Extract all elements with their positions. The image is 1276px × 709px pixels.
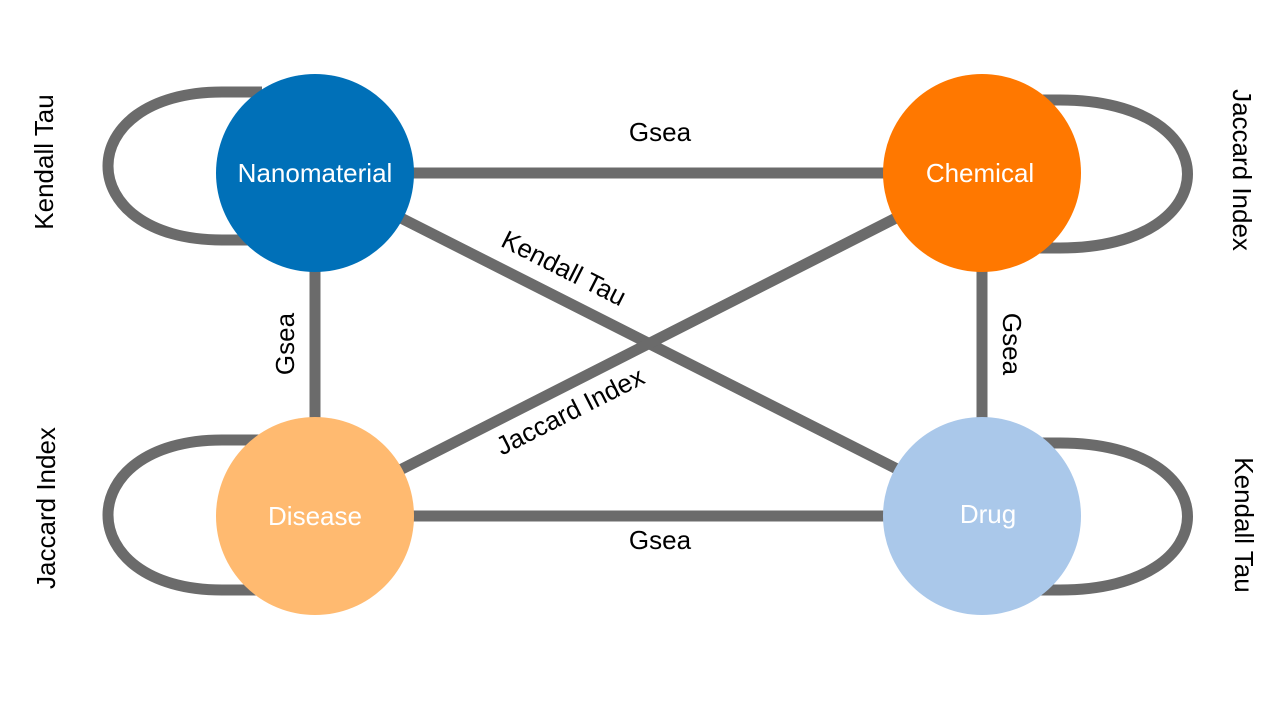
- self-loop-drug: [1030, 437, 1193, 596]
- node-drug-label: Drug: [960, 499, 1016, 529]
- node-nanomaterial: Nanomaterial: [216, 74, 414, 272]
- edge-disease-chemical: [397, 210, 905, 475]
- node-chemical-label: Chemical: [926, 158, 1034, 188]
- edge-label-chemical-drug: Gsea: [997, 313, 1027, 376]
- edge-label-disease-drug: Gsea: [629, 525, 692, 555]
- loop-label-disease: Jaccard Index: [31, 427, 61, 589]
- node-disease-circle: [216, 417, 414, 615]
- self-loop-disease: [102, 434, 262, 596]
- node-chemical: Chemical: [883, 74, 1081, 272]
- self-loop-chemical: [1030, 94, 1193, 254]
- node-nanomaterial-circle: [216, 74, 414, 272]
- node-drug: Drug: [883, 417, 1081, 615]
- self-loop-nanomaterial: [102, 86, 262, 246]
- node-disease: Disease: [216, 417, 414, 615]
- node-disease-label: Disease: [268, 501, 362, 531]
- loop-label-nanomaterial: Kendall Tau: [29, 94, 59, 229]
- node-nanomaterial-label: Nanomaterial: [238, 158, 393, 188]
- loop-label-drug: Kendall Tau: [1229, 457, 1259, 592]
- edge-label-nanomaterial-chemical: Gsea: [629, 117, 692, 147]
- loop-label-chemical: Jaccard Index: [1227, 89, 1257, 251]
- edge-label-nanomaterial-disease: Gsea: [270, 312, 300, 375]
- node-drug-circle: [883, 417, 1081, 615]
- node-chemical-circle: [883, 74, 1081, 272]
